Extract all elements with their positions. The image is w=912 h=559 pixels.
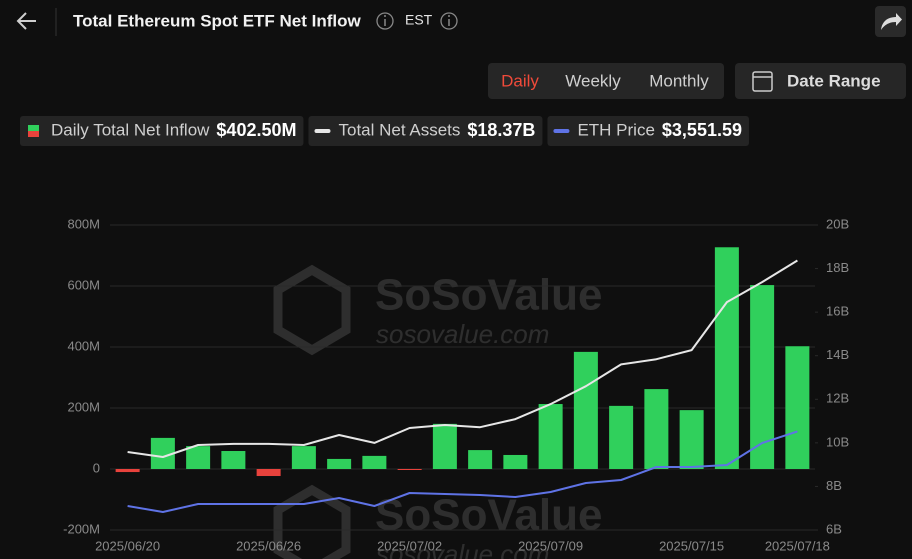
x-tick-label: 2025/07/02 <box>377 538 442 553</box>
bar <box>679 410 704 469</box>
legend-chip[interactable]: ETH Price $3,551.59 <box>547 116 749 146</box>
legend-swatch <box>28 131 39 137</box>
y-tick-label: 400M <box>67 338 100 353</box>
x-tick-label: 2025/06/20 <box>95 538 160 553</box>
date-range-bg <box>735 63 906 99</box>
bar <box>327 458 352 469</box>
legend-chip-bg <box>308 116 543 146</box>
y-tick-label: 800M <box>67 216 100 231</box>
x-tick-label: 2025/06/26 <box>236 538 301 553</box>
tab[interactable]: Weekly <box>565 71 621 90</box>
x-tick-label: 2025/07/15 <box>659 538 724 553</box>
x-tick-label: 2025/07/18 <box>765 538 830 553</box>
back-arrow <box>16 12 36 30</box>
watermark: SoSoValue sosovalue.com SoSoValue sosova… <box>273 264 602 559</box>
y2-tick-label: 16B <box>826 304 849 319</box>
legend-value: $402.50M <box>216 120 296 140</box>
x-tick-label: 2025/07/09 <box>518 538 583 553</box>
legend-chip[interactable]: Daily Total Net Inflow $402.50M <box>20 116 304 146</box>
bar <box>362 455 387 469</box>
bar <box>750 285 775 469</box>
tab[interactable]: Monthly <box>649 71 709 90</box>
y2-tick-label: 20B <box>826 216 849 231</box>
y2-tick-label: 6B <box>826 521 842 536</box>
legend-chip-bg <box>547 116 749 146</box>
share-icon <box>881 13 902 30</box>
bar <box>432 423 457 469</box>
legend-name: ETH Price <box>577 120 654 139</box>
tab-group <box>488 63 724 99</box>
legend-value: $3,551.59 <box>662 120 742 140</box>
bar <box>291 446 316 469</box>
bar <box>609 405 634 469</box>
bar <box>221 451 246 469</box>
info-circle <box>440 12 458 30</box>
info-dot <box>448 15 450 17</box>
y-tick-label: 200M <box>67 399 100 414</box>
bar <box>573 351 598 469</box>
y-tick-label: 0 <box>93 460 100 475</box>
bar <box>468 450 493 469</box>
watermark-name: SoSoValue <box>375 271 602 320</box>
legend-chip-bg <box>20 116 304 146</box>
y2-tick-label: 8B <box>826 478 842 493</box>
legend-value: $18.37B <box>467 120 535 140</box>
date-range-button[interactable]: Date Range <box>735 63 906 99</box>
y2-tick-label: 12B <box>826 391 849 406</box>
page-title: Total Ethereum Spot ETF Net Inflow <box>73 11 362 30</box>
y-tick-label: -200M <box>63 521 100 536</box>
watermark-name: SoSoValue <box>375 491 602 540</box>
legend-name: Daily Total Net Inflow <box>51 120 210 139</box>
legend-chip[interactable]: Total Net Assets $18.37B <box>308 116 543 146</box>
watermark-logo <box>273 264 351 356</box>
info-icon[interactable] <box>376 12 394 30</box>
legend-name: Total Net Assets <box>338 120 460 139</box>
info-circle <box>376 12 394 30</box>
legend-swatch <box>28 125 39 131</box>
bar <box>115 469 140 473</box>
watermark-url: sosovalue.com <box>376 539 549 559</box>
bar <box>186 446 211 469</box>
bar <box>538 404 563 469</box>
tab[interactable]: Daily <box>501 71 539 90</box>
bar <box>256 469 281 477</box>
bar <box>714 247 739 469</box>
y-tick-label: 600M <box>67 277 100 292</box>
share-button[interactable] <box>875 6 906 37</box>
bar <box>644 389 669 469</box>
timezone: EST <box>405 12 433 28</box>
info-dot <box>384 15 386 17</box>
date-range-label: Date Range <box>787 71 881 90</box>
y2-tick-label: 18B <box>826 260 849 275</box>
back-button[interactable] <box>16 12 36 30</box>
y2-tick-label: 14B <box>826 347 849 362</box>
watermark-url: sosovalue.com <box>376 319 549 349</box>
bar <box>397 469 422 470</box>
y2-tick-label: 10B <box>826 434 849 449</box>
bar <box>503 454 528 469</box>
bar <box>785 346 810 469</box>
line-series <box>127 430 798 513</box>
info-icon[interactable] <box>440 12 458 30</box>
watermark-logo <box>273 484 351 559</box>
line-series <box>127 259 798 458</box>
calendar-icon <box>752 71 773 92</box>
